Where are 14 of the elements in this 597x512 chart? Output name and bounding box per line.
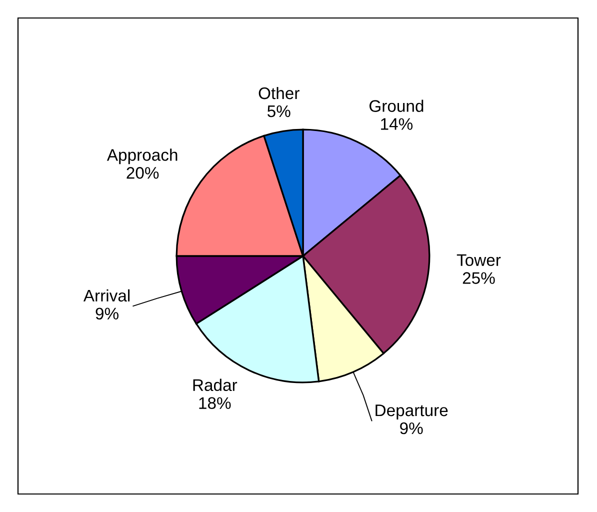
data-label: 18% bbox=[199, 397, 231, 409]
data-label: 20% bbox=[126, 167, 159, 179]
slice-label: Arrival bbox=[83, 289, 130, 302]
data-label: 5% bbox=[268, 105, 290, 118]
data-label: 9% bbox=[96, 308, 118, 320]
slice-label: Radar bbox=[193, 378, 238, 392]
slice-label: Ground bbox=[369, 100, 424, 112]
slice-label: Departure bbox=[376, 404, 448, 420]
slice-label: Tower bbox=[456, 254, 501, 266]
data-label: 9% bbox=[400, 422, 423, 434]
slice-label: Other bbox=[258, 86, 300, 100]
data-label: 14% bbox=[381, 118, 413, 130]
slice-label: Approach bbox=[106, 148, 178, 164]
data-label: 25% bbox=[462, 272, 495, 284]
